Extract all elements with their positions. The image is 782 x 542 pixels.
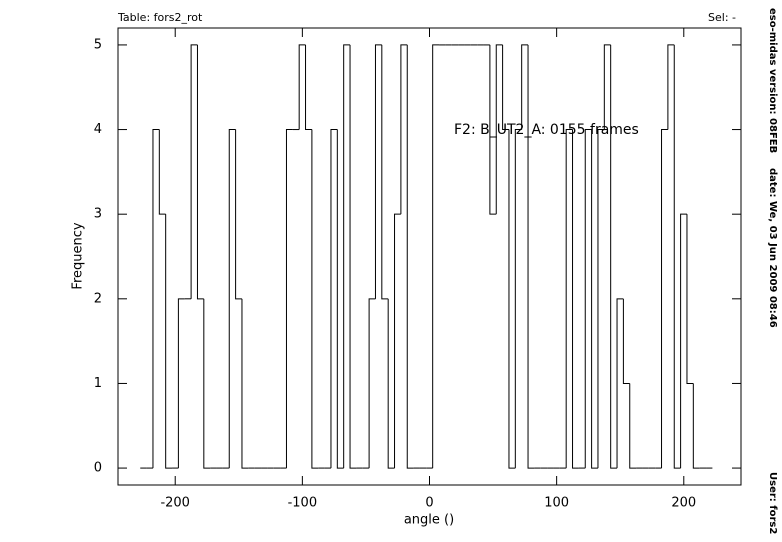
histogram-step xyxy=(241,298,249,469)
chart-title: Table: fors2_rot xyxy=(117,11,203,24)
histogram-step xyxy=(381,44,389,300)
date-info: date: We, 03 Jun 2009 08:46 xyxy=(767,168,778,328)
y-tick-label: 5 xyxy=(94,37,102,52)
histogram-step xyxy=(228,129,236,469)
x-tick-label: 200 xyxy=(671,496,696,511)
y-tick-label: 1 xyxy=(94,376,102,391)
version-info: eso-midas version: 08FEB xyxy=(767,8,778,153)
user-info: User: fors2 xyxy=(767,472,778,534)
histogram-step xyxy=(527,44,535,469)
histogram-step xyxy=(165,214,173,469)
histogram-step xyxy=(235,129,242,300)
histogram-step xyxy=(305,44,312,131)
histogram-step xyxy=(616,298,624,469)
x-tick-label: -200 xyxy=(160,496,190,511)
x-axis-label: angle () xyxy=(404,513,454,528)
histogram-step xyxy=(343,44,351,469)
histogram-step xyxy=(152,129,160,469)
histogram-step xyxy=(432,44,440,469)
histogram-step xyxy=(692,383,700,469)
histogram-step xyxy=(508,129,516,469)
histogram-step xyxy=(400,44,408,215)
histogram-step xyxy=(406,44,414,469)
histogram-step xyxy=(336,129,344,469)
histogram-step xyxy=(330,129,338,469)
histogram-step xyxy=(349,44,357,469)
histogram-step xyxy=(673,44,681,469)
histogram-step xyxy=(680,213,687,469)
histogram-step xyxy=(387,298,395,469)
histogram-step xyxy=(177,298,185,469)
histogram-step xyxy=(158,129,166,215)
histogram-step xyxy=(521,44,529,130)
y-tick-label: 2 xyxy=(94,291,102,306)
y-tick-label: 0 xyxy=(94,461,102,476)
histogram-step xyxy=(298,44,306,130)
histogram-step xyxy=(203,298,211,469)
histogram-step xyxy=(285,129,293,469)
x-tick-label: 0 xyxy=(425,496,433,511)
histogram-step xyxy=(190,44,198,299)
histogram-step xyxy=(394,213,401,469)
plot-frame xyxy=(117,27,742,486)
histogram-step xyxy=(597,129,605,469)
histogram-step xyxy=(374,44,382,299)
histogram-step xyxy=(196,44,204,300)
histogram-step xyxy=(686,214,694,384)
x-tick-label: 100 xyxy=(544,496,569,511)
histogram-step xyxy=(311,129,319,469)
histogram-step xyxy=(591,129,598,469)
histogram-step xyxy=(502,44,509,131)
histogram-step xyxy=(368,298,376,469)
histogram-step xyxy=(661,129,668,469)
histogram-step xyxy=(584,129,592,469)
histogram-step xyxy=(514,129,522,469)
histogram-step xyxy=(603,44,611,130)
annotation: F2: B_UT2_A: 0155 frames xyxy=(454,122,639,138)
histogram-step xyxy=(622,298,630,384)
histogram-step xyxy=(629,383,637,469)
x-tick-label: -100 xyxy=(288,496,318,511)
histogram-step xyxy=(667,44,675,130)
histogram-step xyxy=(489,44,497,215)
y-tick-label: 4 xyxy=(94,122,102,137)
histogram-step xyxy=(610,44,618,469)
y-tick-label: 3 xyxy=(94,207,102,222)
histogram-step xyxy=(572,129,579,469)
histogram-step xyxy=(495,44,503,215)
y-axis-label: Frequency xyxy=(71,222,86,289)
selection-label: Sel: - xyxy=(708,11,736,24)
histogram-step xyxy=(565,129,573,469)
